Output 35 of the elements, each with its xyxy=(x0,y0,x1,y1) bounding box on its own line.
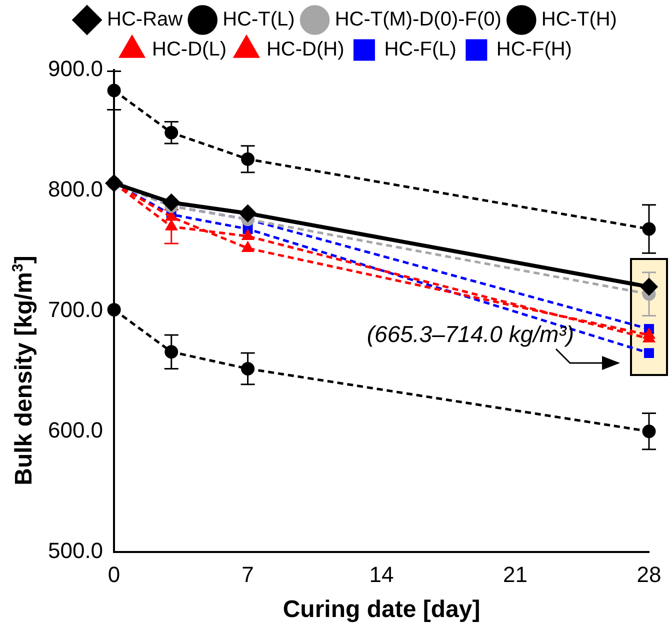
annotation: (665.3–714.0 kg/m³) xyxy=(366,320,574,348)
x-tick-label: 0 xyxy=(108,562,120,588)
legend-label: HC-Raw xyxy=(107,8,184,31)
point xyxy=(164,126,178,140)
x-tick-label: 28 xyxy=(636,562,662,588)
legend-label: HC-F(H) xyxy=(496,38,572,61)
point xyxy=(239,204,257,222)
point xyxy=(643,328,655,339)
x-tick-label: 14 xyxy=(369,562,394,588)
point xyxy=(165,220,178,230)
legend-label: HC-T(M)-D(0)-F(0) xyxy=(334,8,502,31)
point xyxy=(241,152,255,166)
point xyxy=(640,278,658,296)
point xyxy=(642,424,656,438)
point xyxy=(644,348,654,358)
point xyxy=(107,302,121,316)
x-axis-title: Curing date [day] xyxy=(282,596,480,624)
legend-label: HC-T(H) xyxy=(541,8,617,31)
x-tick-label: 7 xyxy=(242,562,254,588)
y-tick-label: 900.0 xyxy=(48,56,104,82)
y-tick-label: 700.0 xyxy=(48,296,104,322)
legend-label: HC-D(L) xyxy=(152,38,226,61)
legend-label: HC-D(H) xyxy=(266,38,344,61)
y-tick-label: 500.0 xyxy=(48,538,104,563)
legend-label: HC-T(L) xyxy=(222,8,295,31)
y-tick-label: 600.0 xyxy=(48,417,104,442)
point xyxy=(242,229,254,240)
point xyxy=(242,242,254,252)
point xyxy=(642,222,656,236)
legend-label: HC-F(L) xyxy=(384,38,456,61)
x-tick-label: 21 xyxy=(503,562,528,588)
point xyxy=(164,345,178,359)
point xyxy=(241,362,255,376)
point xyxy=(162,194,180,212)
y-tick-label: 800.0 xyxy=(48,176,104,202)
